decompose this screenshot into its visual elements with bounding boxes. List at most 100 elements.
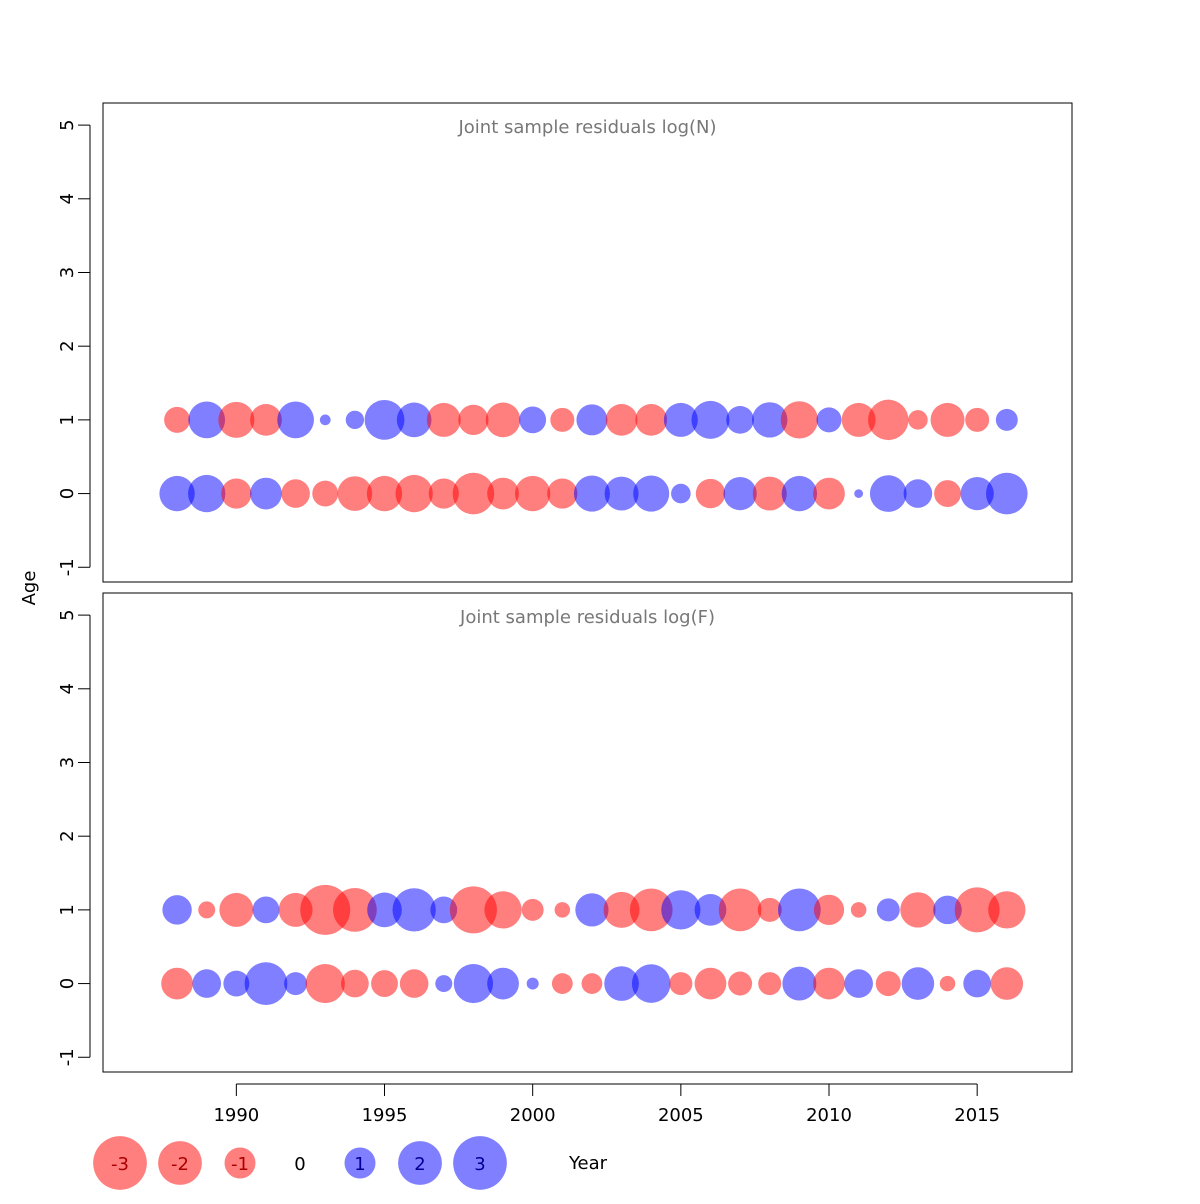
residual-bubble [484,891,522,929]
residual-bubble [629,888,673,932]
residual-bubble [868,399,909,441]
residual-bubble [428,478,459,509]
residual-bubble [605,403,638,436]
residual-bubble [663,402,698,437]
y-tick-label: 1 [57,414,78,425]
residual-bubble [250,403,282,436]
x-tick-label: 2000 [510,1105,556,1126]
residual-bubble [164,406,191,433]
residual-bubble [281,479,310,508]
residual-bubble [188,474,226,513]
y-tick-label: 4 [57,193,78,204]
residual-bubble [661,890,701,930]
residual-bubble [277,401,314,439]
residual-bubble [319,414,331,426]
residual-bubble [485,402,521,438]
residual-bubble [635,403,668,436]
y-tick-label: 5 [57,609,78,620]
residual-bubble [869,475,907,512]
y-tick-label: 3 [57,757,78,768]
residual-bubble [526,977,539,990]
residual-bubble [631,964,671,1003]
residual-bubble [519,406,547,434]
residual-bubble [752,476,787,511]
residual-bubble [284,972,308,996]
residual-bubble [778,888,821,932]
residual-bubble [430,896,458,924]
residual-bubble [691,400,730,439]
residual-bubble [252,896,280,924]
x-tick-label: 1995 [362,1105,408,1126]
residual-bubble [990,967,1024,1000]
residual-bubble [392,888,436,932]
y-tick-label: 2 [57,340,78,351]
residual-bubble [395,474,433,513]
residual-bubble [371,970,398,997]
y-tick-label: 5 [57,119,78,130]
residual-bubble [728,971,753,996]
residual-bubble [669,972,693,996]
residual-bubble [939,975,956,992]
residual-bubble [305,963,345,1004]
residual-bubble [901,967,935,1000]
y-tick-label: 4 [57,683,78,694]
y-tick-label: 3 [57,267,78,278]
residual-bubble [718,888,762,932]
residual-bubble [581,973,603,994]
residual-bubble [854,489,864,498]
residual-bubble [449,886,497,934]
residual-bubble [547,478,578,509]
residual-bubble [841,402,876,437]
legend-label: 2 [414,1154,425,1175]
residual-bubble [198,901,216,919]
residual-bubble [159,475,195,512]
residual-bubble [366,475,403,512]
residual-bubble [521,898,544,921]
x-tick-label: 2015 [954,1105,1000,1126]
residual-bubble [332,887,377,932]
residual-bubble [221,478,252,509]
x-tick-label: 1990 [213,1105,259,1126]
residual-bubble [726,406,754,434]
residual-bubble [780,401,819,439]
residual-bubble [219,892,254,927]
residual-bubble [903,479,933,508]
residual-bubble [161,967,193,1000]
residual-bubble [954,887,1000,933]
panel-title: Joint sample residuals log(F) [459,607,715,628]
x-tick-label: 2010 [806,1105,852,1126]
residual-bubble [192,969,222,998]
y-tick-label: 2 [57,830,78,841]
residual-bubble [844,969,873,998]
legend-label: -3 [111,1154,129,1175]
residual-bubble [723,476,757,511]
residual-bubble [487,477,519,510]
residual-bubble [337,476,373,511]
residual-bubble [876,898,900,922]
residual-bubble [426,402,461,437]
residual-bubble [603,891,640,928]
y-tick-label: 1 [57,904,78,915]
residual-bubble [312,480,339,507]
residual-bubble [604,476,639,511]
y-tick-label: -1 [57,558,78,576]
residual-bubble [341,969,369,998]
legend: -3 -2 -1 0 1 2 3 [93,1136,507,1190]
residual-bubble [367,892,402,928]
residual-bubble [435,975,453,993]
residual-bubble [515,475,551,512]
residual-bubble [452,472,495,515]
residual-bubble [250,477,282,510]
residual-bubble [244,962,288,1005]
residual-bubble [933,895,962,925]
residual-bubble [223,970,250,997]
legend-label: -2 [171,1154,189,1175]
residual-bubble [850,902,867,918]
residual-bubble [575,893,609,927]
legend-bubble [398,1141,442,1185]
residual-bubble [781,475,818,512]
residual-bubble [671,483,691,504]
residual-bubble [399,969,429,998]
legend-label: 1 [354,1154,365,1175]
